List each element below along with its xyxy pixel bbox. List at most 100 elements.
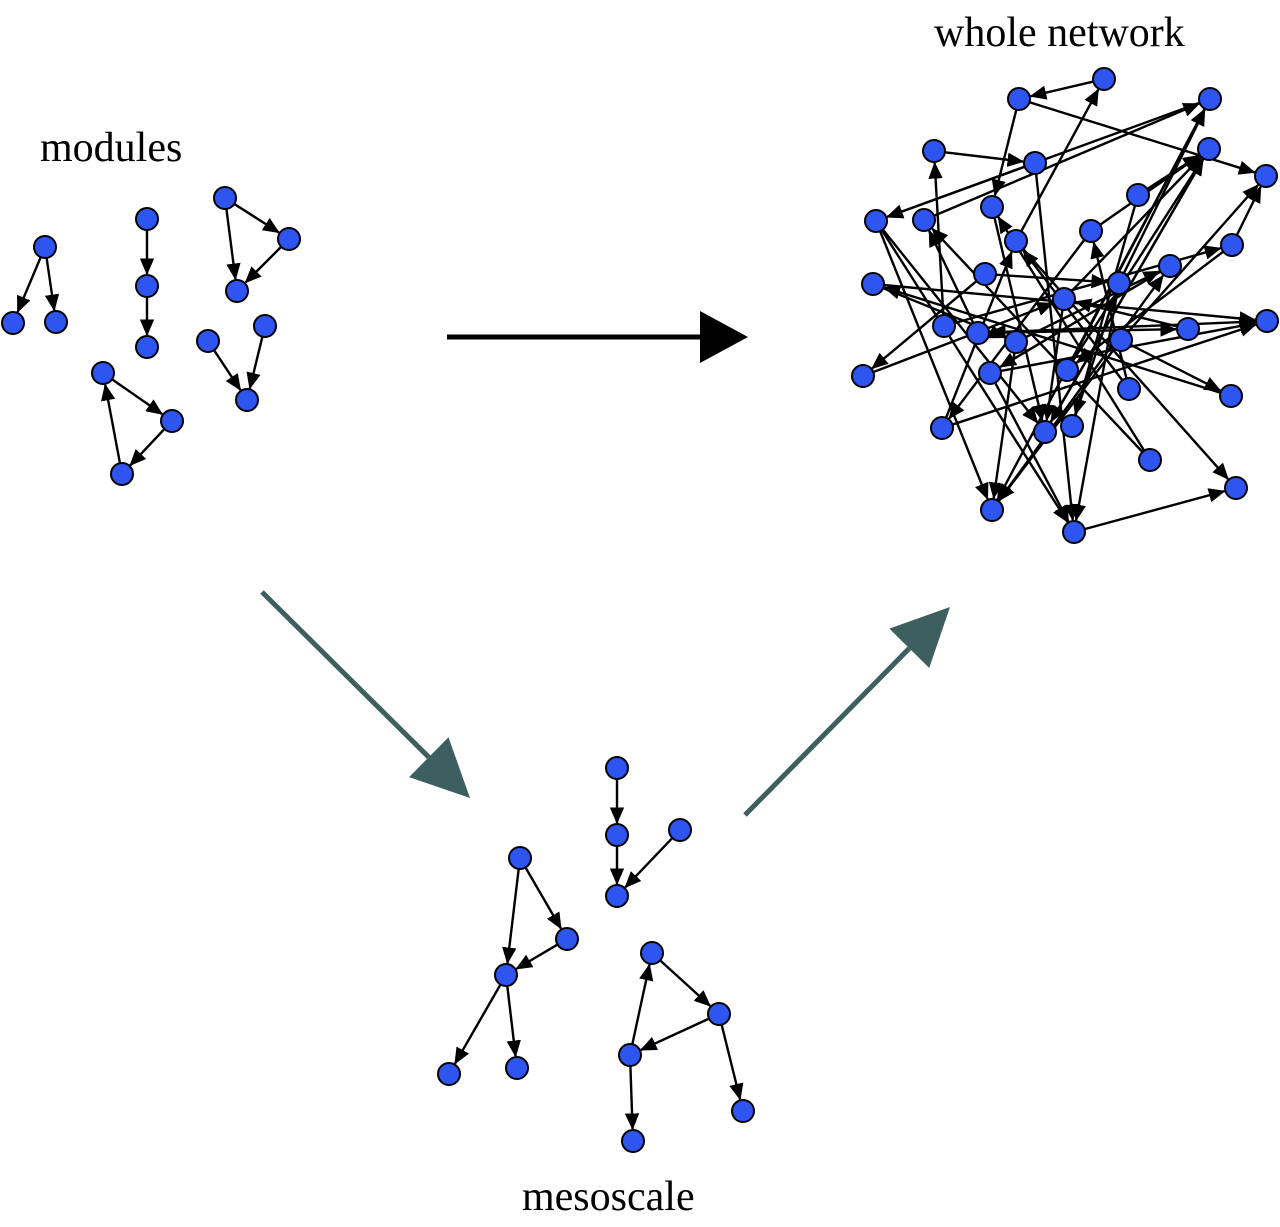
whole-network-edge	[1075, 250, 1224, 364]
mesoscale-edge	[453, 983, 502, 1065]
whole-network-edge	[878, 230, 989, 500]
modules-node	[91, 361, 115, 385]
whole-network-node	[922, 139, 946, 163]
whole-network-node	[1220, 233, 1244, 257]
whole-network-node	[966, 321, 990, 345]
whole-network-edge	[1070, 156, 1202, 292]
mesoscale-node	[605, 884, 629, 908]
mesoscale-edge	[502, 868, 520, 965]
whole-network-node	[932, 314, 956, 338]
whole-network-edge	[886, 165, 1026, 219]
whole-network-node	[864, 209, 888, 233]
whole-network-node	[1007, 87, 1031, 111]
whole-network-node	[1004, 330, 1028, 354]
modules-to-mesoscale-arrow-shaft	[260, 590, 431, 759]
modules-node	[135, 207, 159, 231]
whole-network-edge	[1034, 173, 1079, 522]
whole-network-node	[1055, 358, 1079, 382]
whole-network-node	[851, 364, 875, 388]
modules-node	[33, 235, 57, 259]
mesoscale-edge	[624, 1065, 640, 1131]
whole-network-node	[930, 416, 954, 440]
modules-to-mesoscale-arrow-head	[409, 737, 470, 798]
mesoscale-edge	[524, 866, 563, 930]
modules-edge	[225, 208, 241, 281]
modules-edge	[233, 202, 280, 234]
whole-network-edge	[1020, 88, 1100, 232]
whole-network-node	[1255, 309, 1279, 333]
mesoscale-node	[494, 963, 518, 987]
whole-network-edge	[883, 285, 1221, 394]
modules-node	[110, 462, 134, 486]
whole-network-edge	[1074, 298, 1178, 328]
whole-network-node	[1060, 414, 1084, 438]
modules-edge	[129, 428, 166, 467]
modules-edge	[111, 378, 164, 416]
whole-network-edge	[1025, 270, 1161, 339]
whole-network-node	[1023, 151, 1047, 175]
whole-network-node	[1126, 183, 1150, 207]
whole-network-edge	[1130, 343, 1222, 392]
whole-network-edge	[1074, 293, 1118, 416]
whole-network-edge	[988, 352, 1016, 500]
whole-network-edge	[996, 108, 1206, 501]
whole-network-node	[1224, 476, 1248, 500]
whole-network-edge	[1099, 154, 1201, 226]
mesoscale-node	[605, 756, 629, 780]
mesoscale-to-whole-arrow-head	[889, 607, 950, 668]
whole-network-edge	[991, 109, 1018, 197]
mesoscale-edge	[624, 837, 674, 889]
whole-network-node	[1219, 384, 1243, 408]
whole-network-node	[1052, 287, 1076, 311]
modules-edge	[44, 257, 60, 312]
modules-node	[160, 409, 184, 433]
modules-edge	[213, 349, 242, 391]
whole-network-edge	[1029, 80, 1094, 100]
whole-network-node	[1004, 229, 1028, 253]
mesoscale-to-whole-arrow-shaft	[743, 646, 912, 817]
modules-node	[196, 329, 220, 353]
whole-network-node	[1033, 420, 1057, 444]
whole-network-edge	[952, 322, 1257, 426]
modules-to-whole-arrow-head	[700, 311, 748, 363]
mesoscale-edge	[515, 943, 559, 970]
whole-network-edge	[1071, 158, 1204, 362]
whole-network-edge	[994, 382, 1070, 523]
modules-node	[1, 311, 25, 335]
mesoscale-graph	[437, 756, 755, 1153]
process-arrows	[260, 311, 950, 817]
mesoscale-node	[731, 1099, 755, 1123]
mesoscale-node	[508, 846, 532, 870]
modules-edge	[16, 256, 42, 314]
whole-network-node	[1197, 137, 1221, 161]
mesoscale-node	[555, 927, 579, 951]
whole-network-node	[1079, 219, 1103, 243]
modules-label: modules	[40, 125, 183, 171]
whole-network-node	[1176, 317, 1200, 341]
whole-network-edge	[995, 273, 1109, 289]
whole-network-node	[912, 208, 936, 232]
whole-network-edge	[933, 102, 1201, 217]
whole-network-node	[1198, 87, 1222, 111]
mesoscale-edge	[631, 963, 654, 1045]
whole-network-node	[973, 262, 997, 286]
mesoscale-node	[621, 1129, 645, 1153]
whole-network-node	[1254, 164, 1278, 188]
mesoscale-node	[707, 1002, 731, 1026]
modules-node	[135, 274, 159, 298]
whole-network-edge	[1029, 101, 1256, 175]
mesoscale-node	[618, 1043, 642, 1067]
mesoscale-node	[437, 1062, 461, 1086]
modules-edge	[246, 336, 264, 390]
whole-network-edge	[880, 229, 1069, 523]
whole-network-node	[1117, 377, 1141, 401]
whole-network-node	[1138, 448, 1162, 472]
whole-network-node	[1092, 67, 1116, 91]
whole-network-edge	[928, 229, 975, 324]
mesoscale-edge	[659, 959, 712, 1007]
whole-network-label: whole network	[934, 10, 1185, 56]
mesoscale-node	[605, 823, 629, 847]
mesoscale-node	[505, 1056, 529, 1080]
whole-network-node	[980, 498, 1004, 522]
